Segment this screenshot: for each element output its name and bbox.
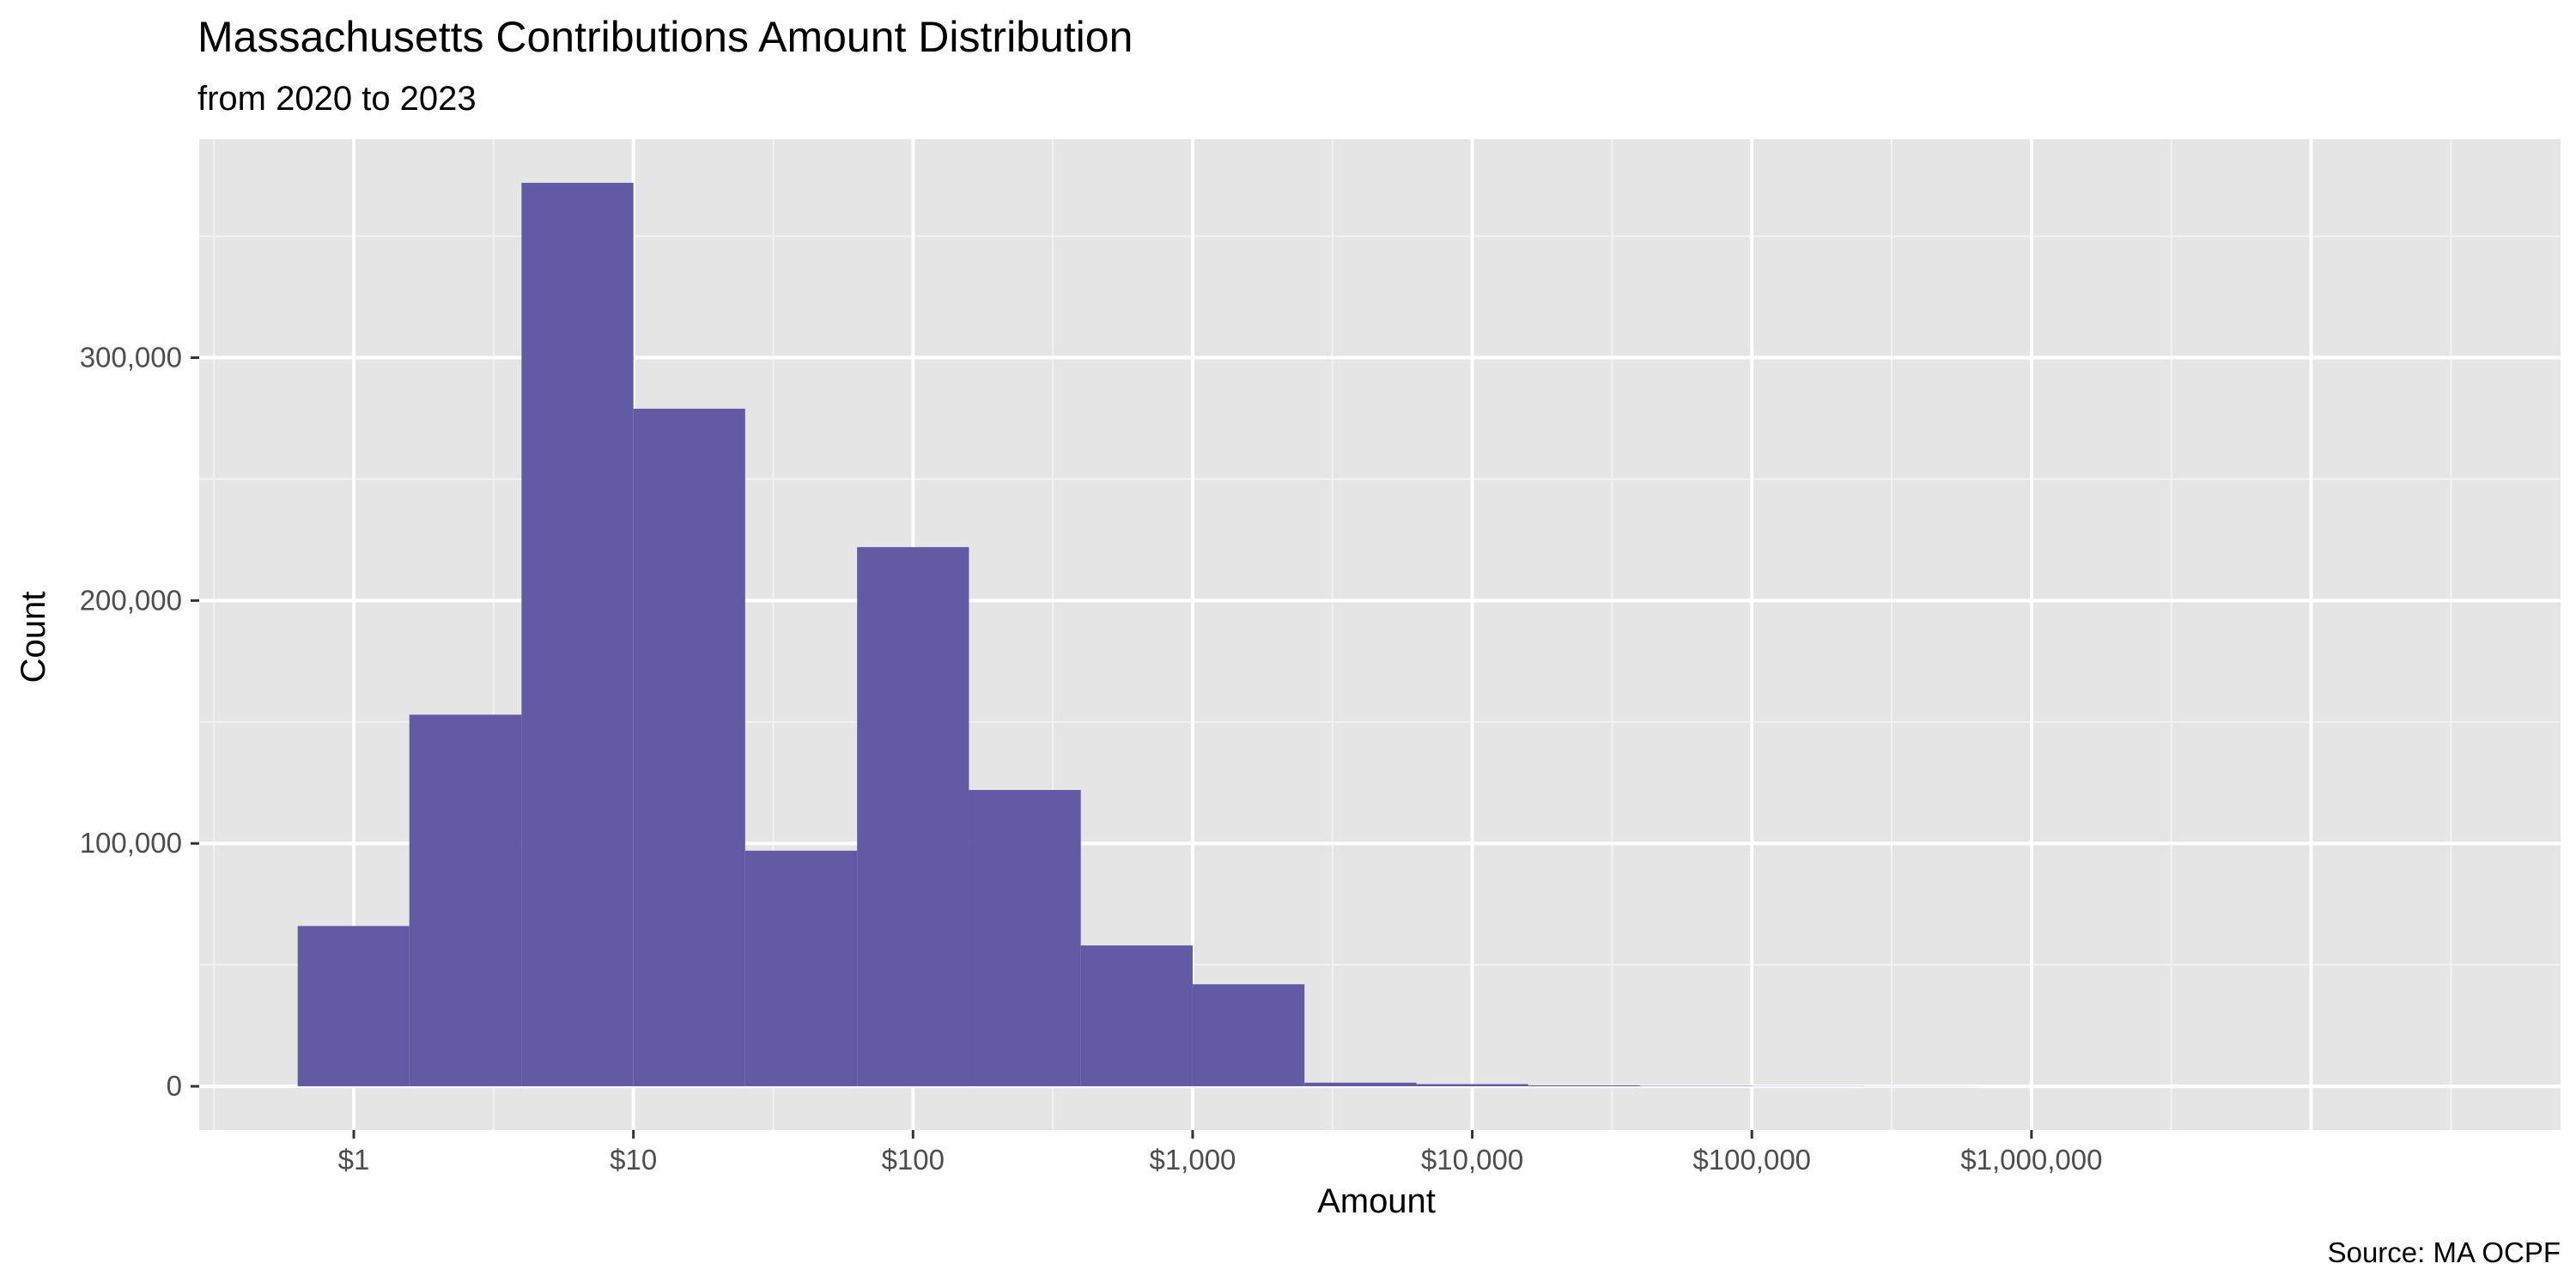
histogram-bar — [633, 408, 745, 1087]
x-axis: $1 $10 $100 $1,000 $10,000 $100,000 $1,000,000 — [338, 1130, 2102, 1176]
histogram-bar — [521, 182, 634, 1087]
y-axis-title: Count — [15, 592, 52, 683]
histogram-bar — [857, 547, 969, 1087]
x-tick-label: $1,000,000 — [1960, 1144, 2102, 1176]
y-tick-label: 100,000 — [80, 827, 182, 859]
chart-caption: Source: MA OCPF — [2328, 1236, 2561, 1268]
x-tick-label: $1,000 — [1149, 1144, 1236, 1176]
x-tick-label: $1 — [338, 1144, 370, 1176]
histogram-bars — [297, 182, 1976, 1087]
histogram-bar — [297, 926, 410, 1087]
x-tick-label: $100,000 — [1692, 1144, 1811, 1176]
y-axis: 0 100,000 200,000 300,000 — [80, 342, 199, 1102]
histogram-bar — [409, 714, 522, 1087]
histogram-bar — [1639, 1085, 1753, 1087]
y-tick-label: 200,000 — [80, 584, 182, 616]
y-tick-label: 300,000 — [80, 342, 182, 374]
x-axis-title: Amount — [1317, 1182, 1436, 1220]
histogram-bar — [744, 850, 858, 1087]
histogram-bar — [1304, 1082, 1417, 1087]
histogram-bar — [1528, 1084, 1640, 1087]
x-tick-label: $100 — [882, 1144, 945, 1176]
histogram-bar — [1080, 945, 1193, 1087]
histogram-bar — [1416, 1084, 1528, 1087]
histogram-bar — [1192, 984, 1305, 1087]
y-tick-label: 0 — [167, 1070, 182, 1102]
chart-subtitle: from 2020 to 2023 — [197, 80, 477, 118]
chart-title: Massachusetts Contributions Amount Distr… — [197, 13, 1133, 61]
x-tick-label: $10 — [610, 1144, 657, 1176]
x-tick-label: $10,000 — [1421, 1144, 1523, 1176]
histogram-bar — [969, 790, 1081, 1087]
